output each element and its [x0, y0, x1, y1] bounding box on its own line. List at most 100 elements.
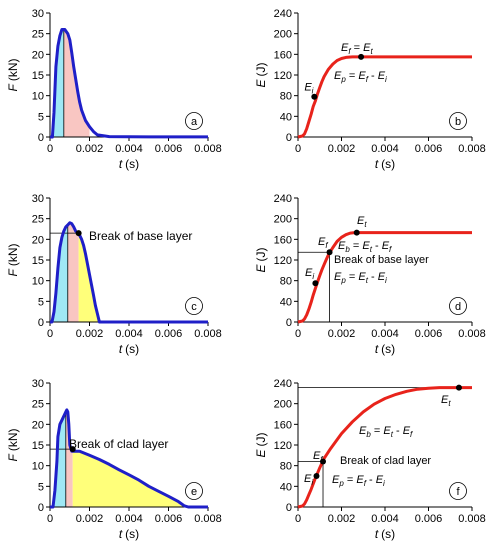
y-axis-unit: (J): [254, 432, 268, 446]
chart-panel-e: 0 0.002 0.004 0.006 0.008 0 5 10 15 20 25 30 t (s) F (k…: [6, 378, 222, 541]
x-tick-label: 0.006: [415, 513, 443, 525]
annotation-part: =: [344, 474, 357, 486]
annotation-part: E: [358, 271, 366, 283]
x-tick-label: 0.006: [155, 513, 183, 525]
y-tick-label: 200: [274, 399, 292, 411]
x-tick-label: 0: [47, 328, 53, 340]
y-tick-label: 10: [32, 276, 44, 288]
y-axis-label: F (kN): [6, 243, 20, 276]
annotation-subscript: p: [338, 479, 344, 488]
annotation-part: E: [382, 240, 390, 252]
y-axis-unit: (J): [254, 62, 268, 76]
x-axis-label: t (s): [119, 342, 139, 356]
y-tick-label: 5: [38, 111, 44, 123]
annotation-text: Et: [357, 215, 367, 229]
annotation-part: E: [332, 474, 340, 486]
panel-label-circle: [185, 297, 203, 315]
annotation-subscript: f: [348, 47, 351, 56]
annotation-part: =: [371, 425, 384, 437]
annotation-part: -: [372, 240, 382, 252]
annotation-part: =: [346, 271, 359, 283]
y-tick-label: 200: [274, 214, 292, 226]
annotation-subscript: i: [312, 272, 314, 281]
annotation-subscript: b: [366, 430, 371, 439]
annotation-part: -: [366, 474, 376, 486]
annotation-text: Ef: [313, 450, 323, 464]
y-tick-label: 40: [280, 296, 292, 308]
x-axis-label: t (s): [119, 157, 139, 171]
area-fill-1: [54, 411, 66, 507]
y-tick-label: 10: [32, 461, 44, 473]
x-axis-unit: (s): [125, 157, 139, 171]
x-axis-label: t (s): [119, 527, 139, 541]
panel-label-circle: [449, 297, 467, 315]
annotation-text: Ei: [304, 473, 313, 487]
y-tick-label: 25: [32, 214, 44, 226]
y-tick-label: 80: [280, 91, 292, 103]
annotation-part: E: [356, 474, 364, 486]
data-point: [75, 230, 82, 237]
annotation-part: E: [403, 425, 411, 437]
x-axis-unit: (s): [381, 342, 395, 356]
annotation-part: =: [350, 240, 363, 252]
panel-label-circle: [449, 482, 467, 500]
area-fill-2: [67, 222, 79, 322]
annotation-text: Ei: [304, 82, 313, 96]
x-axis-label: t (s): [375, 157, 395, 171]
annotation-subscript: p: [340, 75, 346, 84]
y-tick-label: 0: [38, 317, 44, 329]
annotation-part: E: [378, 70, 386, 82]
x-tick-label: 0.002: [328, 513, 356, 525]
annotation-part: -: [368, 271, 378, 283]
x-tick-label: 0.004: [115, 143, 143, 155]
annotation-part: E: [305, 267, 313, 279]
y-axis-label: E (J): [254, 62, 268, 87]
annotation-subscript: f: [410, 430, 413, 439]
annotation-subscript: i: [312, 87, 314, 96]
annotation-part: E: [378, 271, 386, 283]
data-point: [311, 93, 318, 100]
annotation-part: E: [383, 425, 391, 437]
panel-label: e: [191, 486, 197, 498]
annotation-part: E: [304, 473, 312, 485]
x-axis-unit: (s): [381, 527, 395, 541]
y-axis-label: E (J): [254, 432, 268, 457]
annotation-part: E: [362, 240, 370, 252]
chart-panel-b: 0 0.002 0.004 0.006 0.00804080120160200240t(…: [254, 8, 486, 171]
panel-label: a: [191, 116, 198, 128]
annotation-subscript: t: [366, 276, 369, 285]
annotation-subscript: t: [391, 430, 394, 439]
x-tick-label: 0.002: [76, 143, 104, 155]
x-tick-label: 0.002: [328, 328, 356, 340]
annotation-text: Break of base layer: [89, 229, 192, 243]
x-tick-label: 0.004: [371, 143, 399, 155]
x-tick-label: 0.008: [458, 328, 486, 340]
x-tick-label: 0: [47, 513, 53, 525]
annotation-text: Eb = Et - Ef: [338, 240, 392, 254]
y-axis-unit: (kN): [6, 243, 20, 266]
chart-panel-a: 0 0.002 0.004 0.006 0.008 0 5 10 15 20 25 30 t (s) F (k…: [6, 8, 222, 171]
annotation-subscript: b: [345, 245, 350, 254]
annotation-text: Ep = Ef - Ei: [332, 474, 385, 488]
annotation-text: Et: [441, 394, 451, 408]
x-tick-label: 0.008: [458, 513, 486, 525]
y-axis-symbol: F: [6, 84, 20, 92]
annotation-part: E: [358, 70, 366, 82]
x-axis-unit: (s): [125, 342, 139, 356]
y-tick-label: 20: [32, 234, 44, 246]
data-point: [326, 249, 333, 256]
annotation-part: E: [338, 240, 346, 252]
y-tick-label: 0: [286, 317, 292, 329]
panel-label: f: [456, 486, 460, 498]
y-axis-unit: (J): [254, 247, 268, 261]
annotation-subscript: t: [364, 220, 367, 229]
y-tick-label: 10: [32, 91, 44, 103]
annotation-part: E: [304, 82, 312, 94]
y-tick-label: 5: [38, 481, 44, 493]
y-tick-label: 5: [38, 296, 44, 308]
x-tick-label: 0: [295, 143, 301, 155]
y-axis-symbol: E: [254, 449, 268, 458]
data-point: [455, 384, 462, 391]
series-line: [50, 221, 208, 324]
x-tick-label: 0.006: [155, 328, 183, 340]
